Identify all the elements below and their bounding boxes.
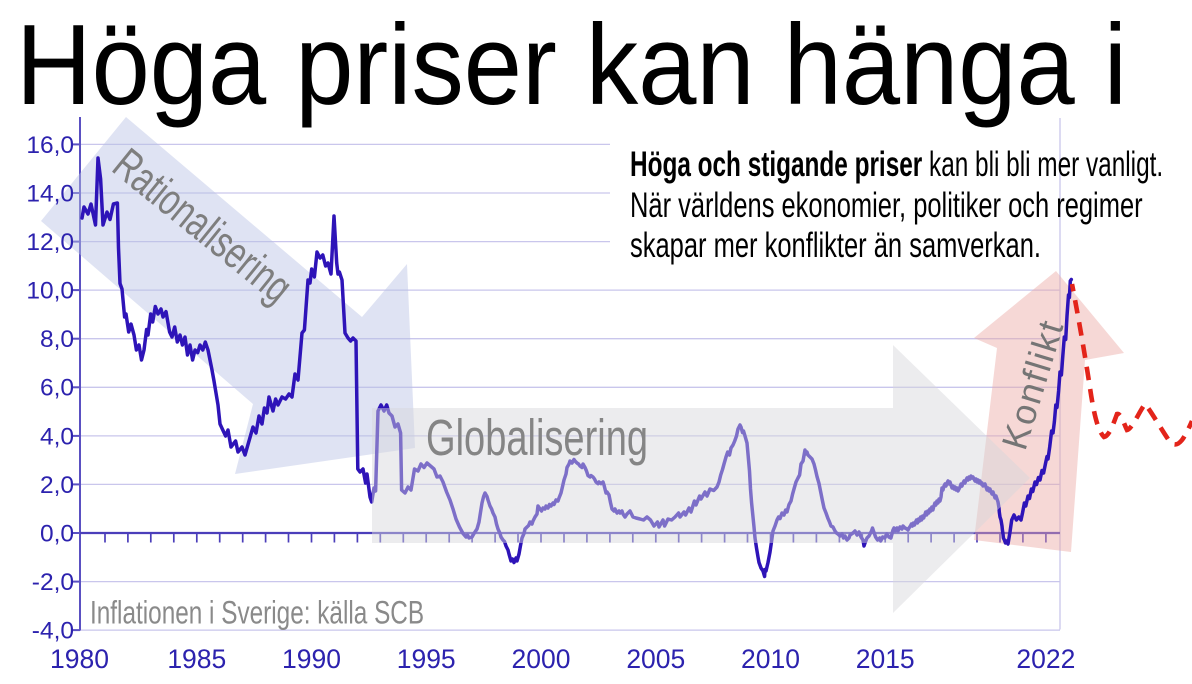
svg-text:12,0: 12,0 (26, 229, 74, 256)
svg-text:0,0: 0,0 (40, 520, 74, 547)
svg-text:2015: 2015 (856, 644, 915, 674)
svg-text:2022: 2022 (1016, 644, 1075, 674)
svg-text:4,0: 4,0 (40, 423, 74, 450)
svg-text:1985: 1985 (167, 644, 226, 674)
svg-text:2010: 2010 (741, 644, 800, 674)
svg-text:Höga och stigande priser kan b: Höga och stigande priser kan bli bli mer… (630, 146, 1163, 184)
svg-text:Inflationen i Sverige: källa S: Inflationen i Sverige: källa SCB (90, 595, 424, 631)
svg-text:10,0: 10,0 (26, 278, 74, 305)
svg-text:16,0: 16,0 (26, 132, 74, 159)
svg-text:skapar mer konflikter än samve: skapar mer konflikter än samverkan. (630, 226, 1041, 265)
svg-text:-4,0: -4,0 (32, 618, 74, 645)
svg-text:8,0: 8,0 (40, 326, 74, 353)
svg-text:1980: 1980 (50, 644, 109, 674)
svg-text:-2,0: -2,0 (32, 569, 74, 596)
svg-text:1990: 1990 (282, 644, 341, 674)
svg-text:1995: 1995 (397, 644, 456, 674)
svg-text:14,0: 14,0 (26, 180, 74, 207)
svg-text:När världens ekonomier, politi: När världens ekonomier, politiker och re… (630, 186, 1143, 225)
svg-text:6,0: 6,0 (40, 375, 74, 402)
svg-text:2000: 2000 (512, 644, 571, 674)
svg-text:Globalisering: Globalisering (426, 409, 648, 467)
svg-text:Höga priser kan hänga i: Höga priser kan hänga i (16, 2, 1127, 129)
svg-text:2005: 2005 (626, 644, 685, 674)
svg-text:2,0: 2,0 (40, 472, 74, 499)
